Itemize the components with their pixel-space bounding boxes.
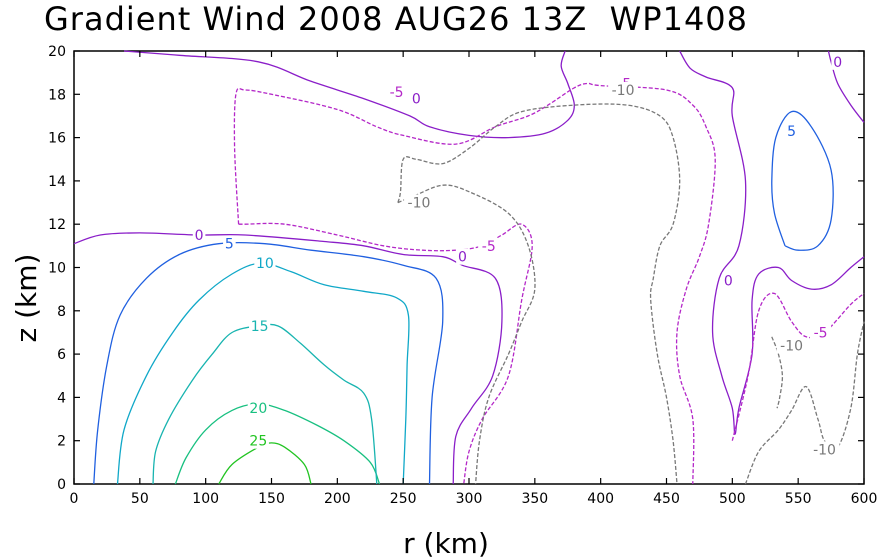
x-axis-label: r (km): [403, 527, 489, 559]
y-tick-label: 10: [48, 261, 66, 277]
contour-line-level-5: [93, 241, 444, 485]
contour-label-level-25: 25: [249, 434, 267, 450]
contour-line-level-neg5: [233, 82, 716, 485]
contour-label-level-neg10: -10: [612, 83, 635, 99]
contour-line-level-neg10: [397, 103, 681, 485]
contour-label-bg: [809, 441, 840, 458]
contour-lines: [73, 50, 865, 485]
x-tick-label: 50: [131, 491, 149, 507]
contour-label-level-5: 5: [225, 237, 234, 253]
contour-label-bg: [410, 90, 423, 107]
contour-line-level-0: [679, 50, 865, 435]
contour-line-level-0: [73, 232, 503, 485]
contour-label-bg: [247, 400, 269, 417]
contour-label-level-0: 0: [458, 250, 467, 266]
chart-title: Gradient Wind 2008 AUG26 13Z WP1408: [44, 0, 748, 38]
x-tick-label: 0: [70, 491, 79, 507]
contour-label-bg: [249, 317, 271, 334]
contour-label-bg: [776, 337, 807, 354]
x-tick-label: 250: [390, 491, 417, 507]
contour-line-level-neg10: [397, 184, 536, 485]
contour-line-level-5: [771, 110, 834, 251]
y-tick-label: 12: [48, 217, 66, 233]
contour-label-level-15: 15: [251, 319, 269, 335]
contour-line-level-neg10: [744, 321, 865, 485]
x-tick-label: 350: [521, 491, 548, 507]
contour-label-bg: [385, 84, 408, 101]
contour-label-bg: [247, 432, 269, 449]
contour-label-level-neg5: -5: [482, 239, 496, 255]
contour-label-bg: [404, 194, 434, 211]
contour-label-level-0: 0: [195, 228, 204, 244]
y-tick-label: 2: [57, 434, 66, 450]
contour-label-level-0: 0: [412, 92, 421, 108]
contour-label-level-neg10: -10: [813, 442, 836, 458]
contour-label-bg: [785, 123, 798, 140]
contour-label-level-0: 0: [833, 55, 842, 71]
contour-line-level-neg10: [771, 336, 784, 409]
contour-line-level-25: [218, 442, 312, 485]
contour-label-level-5: 5: [787, 124, 796, 140]
contour-label-level-0: 0: [724, 273, 733, 289]
y-axis-label: z (km): [10, 254, 43, 343]
contour-label-level-neg10: -10: [408, 196, 431, 212]
contour-line-level-20: [174, 403, 381, 485]
contour-label-level-neg5: -5: [814, 325, 828, 341]
x-tick-label: 300: [456, 491, 483, 507]
y-tick-label: 8: [57, 304, 66, 320]
contour-line-level-0: [827, 50, 865, 123]
y-tick-label: 20: [48, 44, 66, 60]
y-tick-label: 14: [48, 174, 66, 190]
contour-label-bg: [254, 255, 276, 272]
x-tick-label: 100: [192, 491, 219, 507]
y-tick-label: 0: [57, 477, 66, 493]
x-tick-label: 550: [785, 491, 812, 507]
y-tick-label: 4: [57, 390, 66, 406]
contour-line-level-10: [116, 262, 410, 485]
contour-label-level-20: 20: [249, 401, 267, 417]
x-tick-label: 450: [653, 491, 680, 507]
contour-label-bg: [223, 235, 236, 252]
contour-line-level-neg5: [731, 292, 865, 441]
contour-label-level-neg10: -10: [780, 338, 803, 354]
contour-label-bg: [722, 272, 735, 289]
contour-label-level-neg5: -5: [390, 85, 404, 101]
contour-label-bg: [831, 53, 844, 70]
contour-label-bg: [456, 248, 469, 265]
y-tick-label: 16: [48, 131, 66, 147]
x-tick-label: 600: [851, 491, 878, 507]
x-tick-label: 400: [587, 491, 614, 507]
contour-label-level-10: 10: [256, 256, 274, 272]
contour-label-bg: [478, 237, 500, 254]
y-axis-ticks: 0 2 4 6 8 10 12 14 16 18 20: [48, 44, 864, 493]
x-tick-label: 150: [258, 491, 285, 507]
x-axis-ticks: 0 50 100 150 200 250 300 350 400 450 500 550 600: [70, 51, 878, 507]
contour-label-bg: [809, 324, 832, 341]
x-tick-label: 500: [719, 491, 746, 507]
y-tick-label: 6: [57, 347, 66, 363]
contour-label-bg: [192, 227, 206, 244]
contour-label-bg: [608, 81, 638, 98]
x-tick-label: 200: [324, 491, 351, 507]
y-tick-label: 18: [48, 87, 66, 103]
